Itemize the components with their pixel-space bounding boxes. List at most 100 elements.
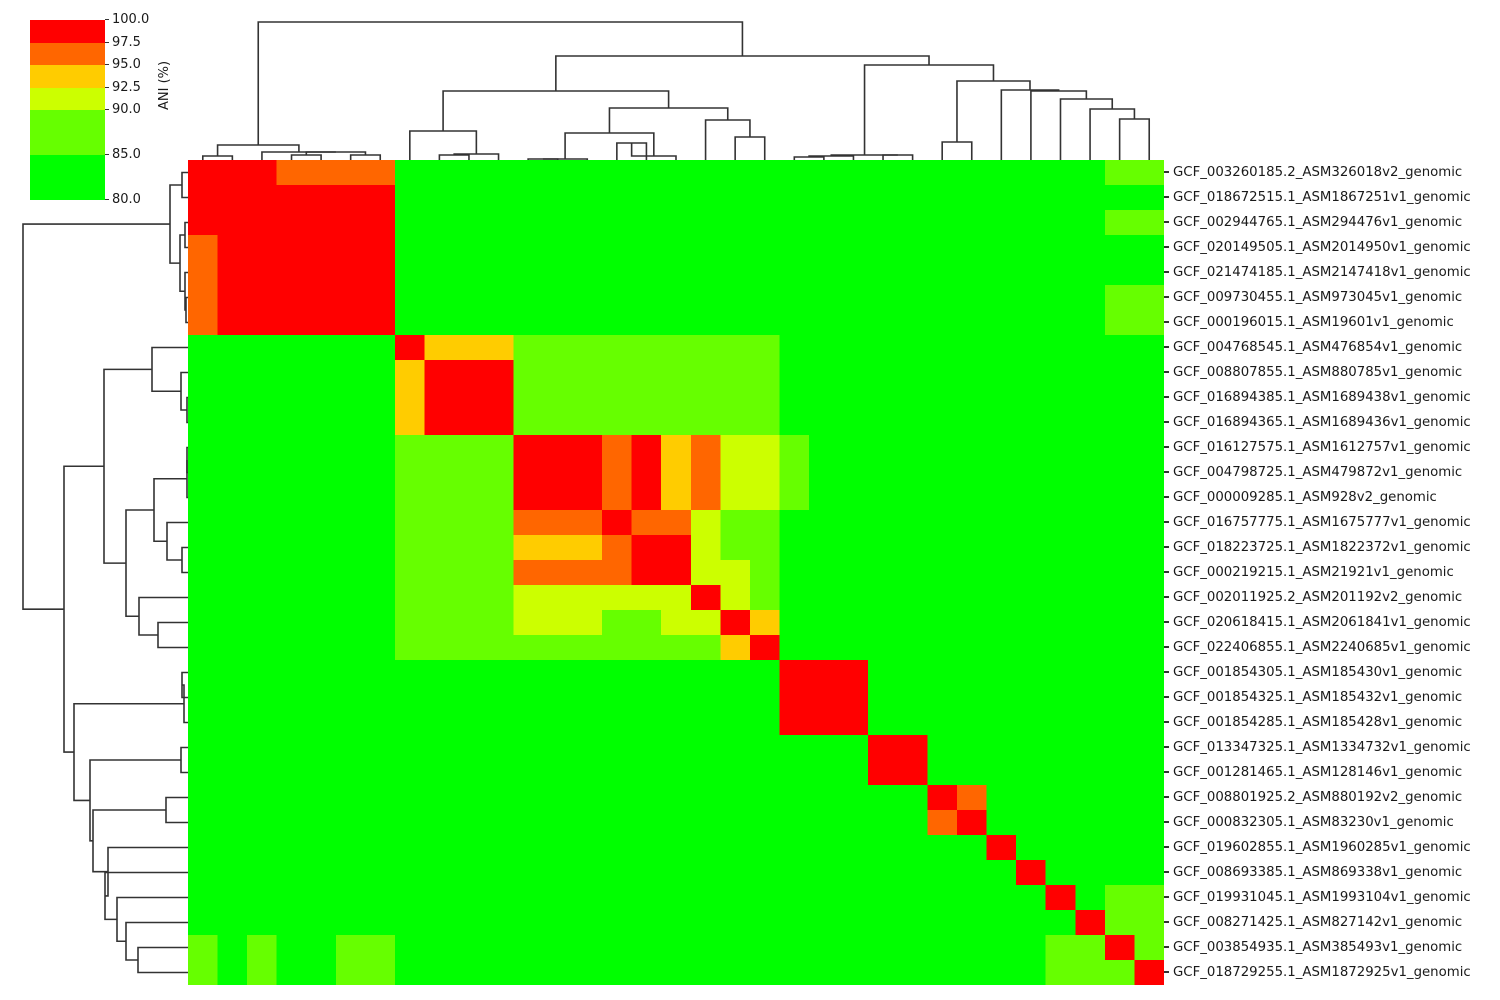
heatmap-cell <box>306 860 337 886</box>
heatmap-cell <box>217 910 248 936</box>
heatmap-cell <box>927 660 958 686</box>
heatmap-cell <box>838 885 869 911</box>
heatmap-cell <box>424 810 455 836</box>
heatmap-cell <box>247 285 278 311</box>
heatmap-cell <box>395 660 426 686</box>
heatmap-cell <box>690 710 721 736</box>
heatmap-cell <box>395 535 426 561</box>
heatmap-cell <box>927 710 958 736</box>
heatmap-cell <box>749 635 781 661</box>
heatmap-cell <box>956 760 988 786</box>
heatmap-cell <box>690 210 721 236</box>
heatmap-cell <box>572 510 603 536</box>
heatmap-cell <box>809 660 840 686</box>
heatmap-cell <box>602 160 633 186</box>
heatmap-cell <box>247 685 278 711</box>
heatmap-cell <box>217 360 248 386</box>
row-label-text: GCF_003854935.1_ASM385493v1_genomic <box>1173 940 1463 955</box>
heatmap-cell <box>1016 510 1047 536</box>
heatmap-cell <box>395 885 426 911</box>
heatmap-cell <box>365 235 396 261</box>
heatmap-cell <box>631 260 662 286</box>
heatmap-cell <box>217 235 248 261</box>
heatmap-cell <box>838 335 869 361</box>
heatmap-cell <box>779 260 810 286</box>
row-label-text: GCF_001854305.1_ASM185430v1_genomic <box>1173 665 1463 680</box>
heatmap-cell <box>1016 535 1047 561</box>
heatmap-cell <box>542 435 574 461</box>
heatmap-cell <box>720 935 751 961</box>
heatmap-cell <box>749 660 781 686</box>
heatmap-cell <box>749 785 781 811</box>
row-label: GCF_004798725.1_ASM479872v1_genomic <box>1164 460 1462 485</box>
heatmap-cell <box>335 410 367 436</box>
heatmap-cell <box>335 860 367 886</box>
heatmap-cell <box>690 585 721 611</box>
heatmap-cell <box>365 385 396 411</box>
heatmap-cell <box>602 235 633 261</box>
heatmap-cell <box>247 435 278 461</box>
heatmap-cell <box>424 185 455 211</box>
heatmap-cell <box>247 710 278 736</box>
heatmap-cell <box>1104 910 1136 936</box>
heatmap-cell <box>276 910 307 936</box>
tick-mark <box>1164 421 1169 423</box>
heatmap-cell <box>483 760 514 786</box>
heatmap-cell <box>513 810 544 836</box>
heatmap-cell <box>1045 860 1076 886</box>
tick-mark <box>1164 646 1169 648</box>
heatmap-cell <box>749 960 781 985</box>
heatmap-cell <box>365 935 396 961</box>
heatmap-cell <box>779 385 810 411</box>
heatmap-cell <box>424 460 455 486</box>
heatmap-cell <box>276 585 307 611</box>
heatmap-cell <box>690 935 721 961</box>
heatmap-cell <box>986 410 1017 436</box>
heatmap-cell <box>956 810 988 836</box>
heatmap-cell <box>986 210 1017 236</box>
heatmap-cell <box>956 385 988 411</box>
row-label-text: GCF_016127575.1_ASM1612757v1_genomic <box>1173 440 1471 455</box>
heatmap-cell <box>454 410 485 436</box>
heatmap-cell <box>779 410 810 436</box>
heatmap-cell <box>868 585 899 611</box>
ani-heatmap <box>188 160 1164 985</box>
heatmap-cell <box>276 560 307 586</box>
heatmap-cell <box>897 810 928 836</box>
heatmap-cell <box>542 710 574 736</box>
heatmap-cell <box>602 610 633 636</box>
heatmap-cell <box>1016 885 1047 911</box>
heatmap-cell <box>956 235 988 261</box>
heatmap-cell <box>335 660 367 686</box>
row-label: GCF_018672515.1_ASM1867251v1_genomic <box>1164 185 1471 210</box>
row-label: GCF_016757775.1_ASM1675777v1_genomic <box>1164 510 1471 535</box>
heatmap-cell <box>956 510 988 536</box>
row-label-text: GCF_008693385.1_ASM869338v1_genomic <box>1173 865 1463 880</box>
tick-mark <box>1164 371 1169 373</box>
heatmap-cell <box>395 560 426 586</box>
heatmap-cell <box>217 660 248 686</box>
colorbar-segment <box>30 43 105 65</box>
heatmap-cell <box>483 960 514 985</box>
heatmap-cell <box>956 360 988 386</box>
heatmap-cell <box>927 410 958 436</box>
heatmap-cell <box>513 285 544 311</box>
heatmap-cell <box>602 910 633 936</box>
heatmap-cell <box>1134 360 1164 386</box>
heatmap-cell <box>838 185 869 211</box>
heatmap-cell <box>188 860 219 886</box>
heatmap-cell <box>454 810 485 836</box>
heatmap-cell <box>631 310 662 336</box>
heatmap-cell <box>513 635 544 661</box>
heatmap-cell <box>986 385 1017 411</box>
heatmap-cell <box>868 760 899 786</box>
heatmap-cell <box>1104 885 1136 911</box>
heatmap-cell <box>602 760 633 786</box>
heatmap-cell <box>513 685 544 711</box>
heatmap-cell <box>779 785 810 811</box>
heatmap-cell <box>631 460 662 486</box>
heatmap-cell <box>424 535 455 561</box>
heatmap-cell <box>306 585 337 611</box>
heatmap-cell <box>690 810 721 836</box>
heatmap-cell <box>1016 335 1047 361</box>
